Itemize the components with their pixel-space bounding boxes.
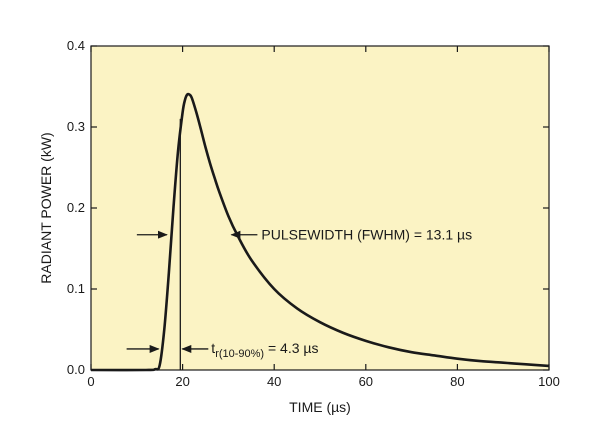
rise-time-symbol: t — [211, 340, 215, 356]
x-tick-label: 100 — [538, 374, 560, 389]
rise-time-annotation: tr(10-90%) = 4.3 µs — [211, 340, 318, 360]
y-tick-label: 0.4 — [67, 38, 85, 53]
annotation-arrows — [126, 230, 258, 353]
y-tick-label: 0.0 — [67, 362, 85, 377]
y-axis-label: RADIANT POWER (kW) — [38, 132, 54, 283]
plot-area — [91, 46, 549, 370]
x-tick-label: 40 — [267, 374, 281, 389]
y-tick-label: 0.2 — [67, 200, 85, 215]
x-tick-label: 80 — [450, 374, 464, 389]
rise-time-subscript: r(10-90%) — [215, 348, 264, 360]
x-tick-labels: 0 20 40 60 80 100 — [87, 374, 559, 389]
y-tick-label: 0.1 — [67, 281, 85, 296]
x-tick-label: 60 — [359, 374, 373, 389]
pulsewidth-annotation: PULSEWIDTH (FWHM) = 13.1 µs — [261, 227, 472, 243]
rise-time-value: = 4.3 µs — [264, 340, 318, 356]
x-axis-label: TIME (µs) — [289, 399, 351, 415]
y-tick-labels: 0.0 0.1 0.2 0.3 0.4 — [67, 38, 85, 377]
plot-frame — [90, 45, 550, 371]
y-tick-label: 0.3 — [67, 119, 85, 134]
pulse-curve — [90, 92, 550, 372]
x-tick-label: 20 — [175, 374, 189, 389]
x-tick-label: 0 — [87, 374, 94, 389]
